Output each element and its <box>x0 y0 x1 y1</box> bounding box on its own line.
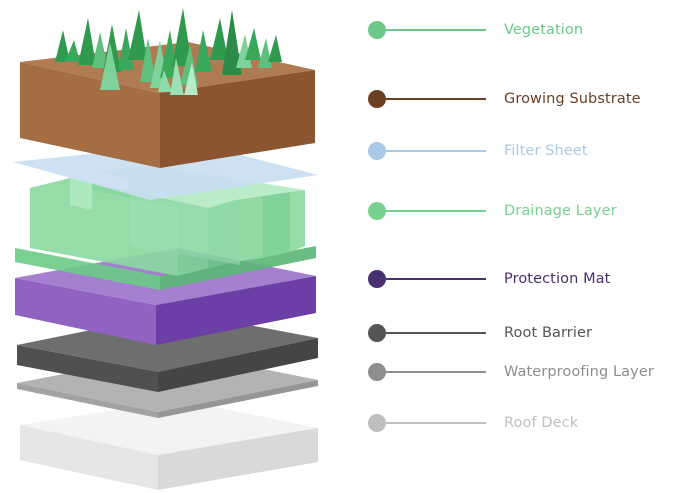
legend-item: Vegetation <box>360 18 583 42</box>
vegetation-layer <box>55 8 282 95</box>
legend-connector-line <box>386 98 486 100</box>
legend-dot-icon <box>368 142 386 160</box>
legend-dot-icon <box>368 414 386 432</box>
legend-dot-icon <box>368 324 386 342</box>
legend-label: Growing Substrate <box>504 91 641 107</box>
legend-label: Filter Sheet <box>504 143 588 159</box>
roof-deck-layer <box>20 400 318 490</box>
legend-label: Waterproofing Layer <box>504 364 654 380</box>
legend-item: Roof Deck <box>360 411 578 435</box>
legend-dot-icon <box>368 202 386 220</box>
legend-item: Protection Mat <box>360 267 610 291</box>
green-roof-layer-stack <box>13 8 318 490</box>
drainage-layer <box>15 165 316 290</box>
legend-connector-line <box>386 278 486 280</box>
legend-connector-line <box>386 332 486 334</box>
legend-label: Roof Deck <box>504 415 579 431</box>
legend-item: Growing Substrate <box>360 87 641 111</box>
legend-item: Root Barrier <box>360 321 592 345</box>
legend-dot-icon <box>368 90 386 108</box>
legend-connector-line <box>386 29 486 31</box>
legend-connector-line <box>386 150 486 152</box>
legend-label: Protection Mat <box>504 271 611 287</box>
legend-label: Root Barrier <box>504 325 593 341</box>
legend-item: Drainage Layer <box>360 199 617 223</box>
legend-label: Vegetation <box>504 22 584 38</box>
legend-item: Waterproofing Layer <box>360 360 654 384</box>
legend-item: Filter Sheet <box>360 139 588 163</box>
legend-dot-icon <box>368 270 386 288</box>
legend-connector-line <box>386 210 486 212</box>
legend-dot-icon <box>368 21 386 39</box>
legend-label: Drainage Layer <box>504 203 617 219</box>
legend-dot-icon <box>368 363 386 381</box>
filter-sheet-layer <box>13 143 318 200</box>
legend-connector-line <box>386 371 486 373</box>
legend-connector-line <box>386 422 486 424</box>
layer-legend: Vegetation Growing Substrate Filter Sheet D… <box>360 0 673 493</box>
